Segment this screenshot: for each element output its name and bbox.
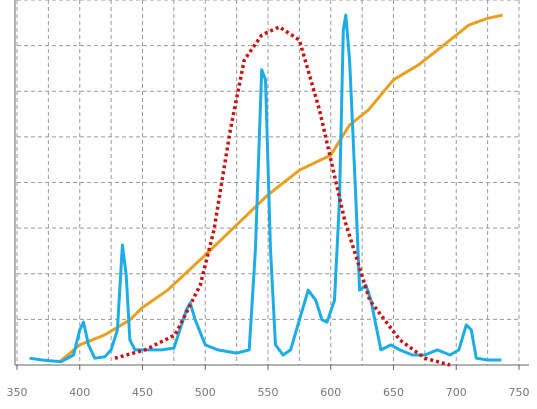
- x-tick-label: 550: [258, 386, 279, 399]
- series-line: [58, 13, 504, 363]
- x-tick-label: 400: [69, 386, 90, 399]
- x-tick-label: 500: [195, 386, 216, 399]
- x-tick-label: 650: [383, 386, 404, 399]
- x-tick-label: 750: [509, 386, 530, 399]
- x-tick-label: 350: [7, 386, 28, 399]
- x-tick-label: 700: [446, 386, 467, 399]
- x-tick-label: 600: [320, 386, 341, 399]
- x-tick-label: 450: [132, 386, 153, 399]
- series-line: [29, 13, 502, 364]
- series-line: [114, 25, 451, 367]
